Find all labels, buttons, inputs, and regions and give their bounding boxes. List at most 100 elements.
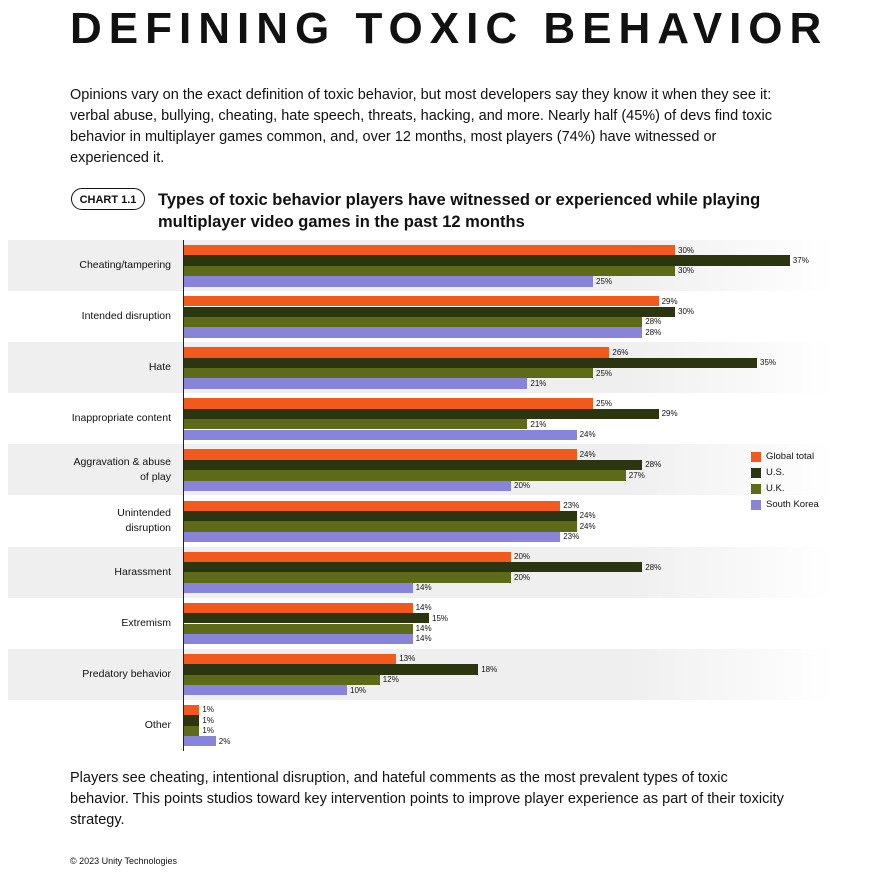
bar xyxy=(183,674,380,685)
bar xyxy=(183,704,200,716)
value-label: 21% xyxy=(530,378,547,388)
value-label: 29% xyxy=(661,409,678,419)
value-label: 20% xyxy=(514,552,531,562)
value-label: 2% xyxy=(218,736,231,746)
bar xyxy=(183,470,626,481)
bar xyxy=(183,551,511,562)
value-label: 24% xyxy=(579,430,596,439)
bar xyxy=(183,429,577,440)
outro-text: Players see cheating, intentional disrup… xyxy=(70,770,784,828)
legend-swatch xyxy=(751,468,761,478)
value-label: 25% xyxy=(596,398,613,408)
value-label: 20% xyxy=(514,572,531,582)
value-label: 28% xyxy=(645,460,662,470)
category-label: Other xyxy=(40,700,171,751)
footer: © 2023 Unity Technologies xyxy=(70,856,178,866)
category-text: Predatory behavior xyxy=(82,667,171,680)
value-label: 1% xyxy=(202,705,214,715)
value-label: 14% xyxy=(415,624,432,633)
bar xyxy=(183,316,643,328)
category-text: Aggravation & abuse of play xyxy=(73,455,171,483)
value-label: 28% xyxy=(645,317,662,327)
bar xyxy=(183,368,593,379)
category-label: Inappropriate content xyxy=(40,393,171,444)
value-label: 30% xyxy=(678,266,695,276)
bar xyxy=(183,265,675,277)
page-title: DEFINING TOXIC BEHAVIOR xyxy=(70,4,829,53)
value-label: 13% xyxy=(399,654,416,664)
bar xyxy=(183,500,561,511)
axis-line xyxy=(183,240,184,751)
bar xyxy=(183,572,511,583)
value-label: 24% xyxy=(579,511,596,521)
bar xyxy=(183,562,643,573)
bar xyxy=(183,623,413,634)
legend-label: U.K. xyxy=(766,483,785,494)
bar xyxy=(183,347,610,358)
bar xyxy=(183,357,757,368)
bar xyxy=(183,296,659,307)
category-label: Predatory behavior xyxy=(40,649,171,700)
bar xyxy=(183,715,200,726)
value-label: 14% xyxy=(415,583,432,593)
bar xyxy=(183,327,643,338)
value-label: 21% xyxy=(530,419,547,429)
bar xyxy=(183,582,413,594)
category-label: Cheating/tampering xyxy=(40,240,171,291)
intro-text: Opinions vary on the exact definition of… xyxy=(70,87,773,166)
bar xyxy=(183,521,577,532)
bar xyxy=(183,602,413,614)
value-label: 30% xyxy=(678,245,695,255)
value-label: 30% xyxy=(678,307,695,316)
value-label: 24% xyxy=(579,521,596,531)
value-label: 15% xyxy=(432,613,449,623)
category-label: Harassment xyxy=(40,547,171,598)
category-label: Intended disruption xyxy=(40,291,171,342)
value-label: 29% xyxy=(661,296,678,306)
bar xyxy=(183,459,643,471)
legend-swatch xyxy=(751,500,761,510)
bar xyxy=(183,685,347,696)
value-label: 28% xyxy=(645,327,662,337)
value-label: 27% xyxy=(628,470,645,480)
value-label: 14% xyxy=(415,603,432,613)
category-text: Extremism xyxy=(121,616,171,629)
value-label: 14% xyxy=(415,634,432,644)
category-text: Hate xyxy=(148,361,171,374)
value-label: 1% xyxy=(202,715,214,725)
value-label: 26% xyxy=(612,347,629,357)
value-label: 10% xyxy=(350,685,367,695)
bar xyxy=(183,398,593,409)
category-text: Unintended disruption xyxy=(117,507,171,535)
value-label: 23% xyxy=(563,501,580,510)
value-label: 20% xyxy=(514,481,531,491)
chart-title: Types of toxic behavior players have wit… xyxy=(158,191,761,231)
bar xyxy=(183,449,577,460)
category-text: Intended disruption xyxy=(81,310,171,323)
bar xyxy=(183,633,413,645)
value-label: 37% xyxy=(792,255,809,265)
bar xyxy=(183,245,675,256)
legend-swatch xyxy=(751,452,761,462)
bar xyxy=(183,419,528,430)
legend-label: U.S. xyxy=(766,467,785,478)
category-text: Other xyxy=(144,718,171,731)
value-label: 25% xyxy=(596,276,613,286)
bar xyxy=(183,531,561,543)
bar xyxy=(183,255,790,266)
category-label: Aggravation & abuse of play xyxy=(40,444,171,495)
value-label: 28% xyxy=(645,562,662,572)
category-label: Extremism xyxy=(40,598,171,649)
value-label: 18% xyxy=(481,664,498,674)
value-label: 23% xyxy=(563,532,580,542)
chart-label: CHART 1.1 xyxy=(71,188,145,210)
bar xyxy=(183,725,200,737)
value-label: 1% xyxy=(202,726,214,736)
bar xyxy=(183,480,511,491)
bar xyxy=(183,276,593,287)
bar xyxy=(183,510,577,522)
value-label: 25% xyxy=(596,368,613,378)
value-label: 35% xyxy=(760,358,777,368)
